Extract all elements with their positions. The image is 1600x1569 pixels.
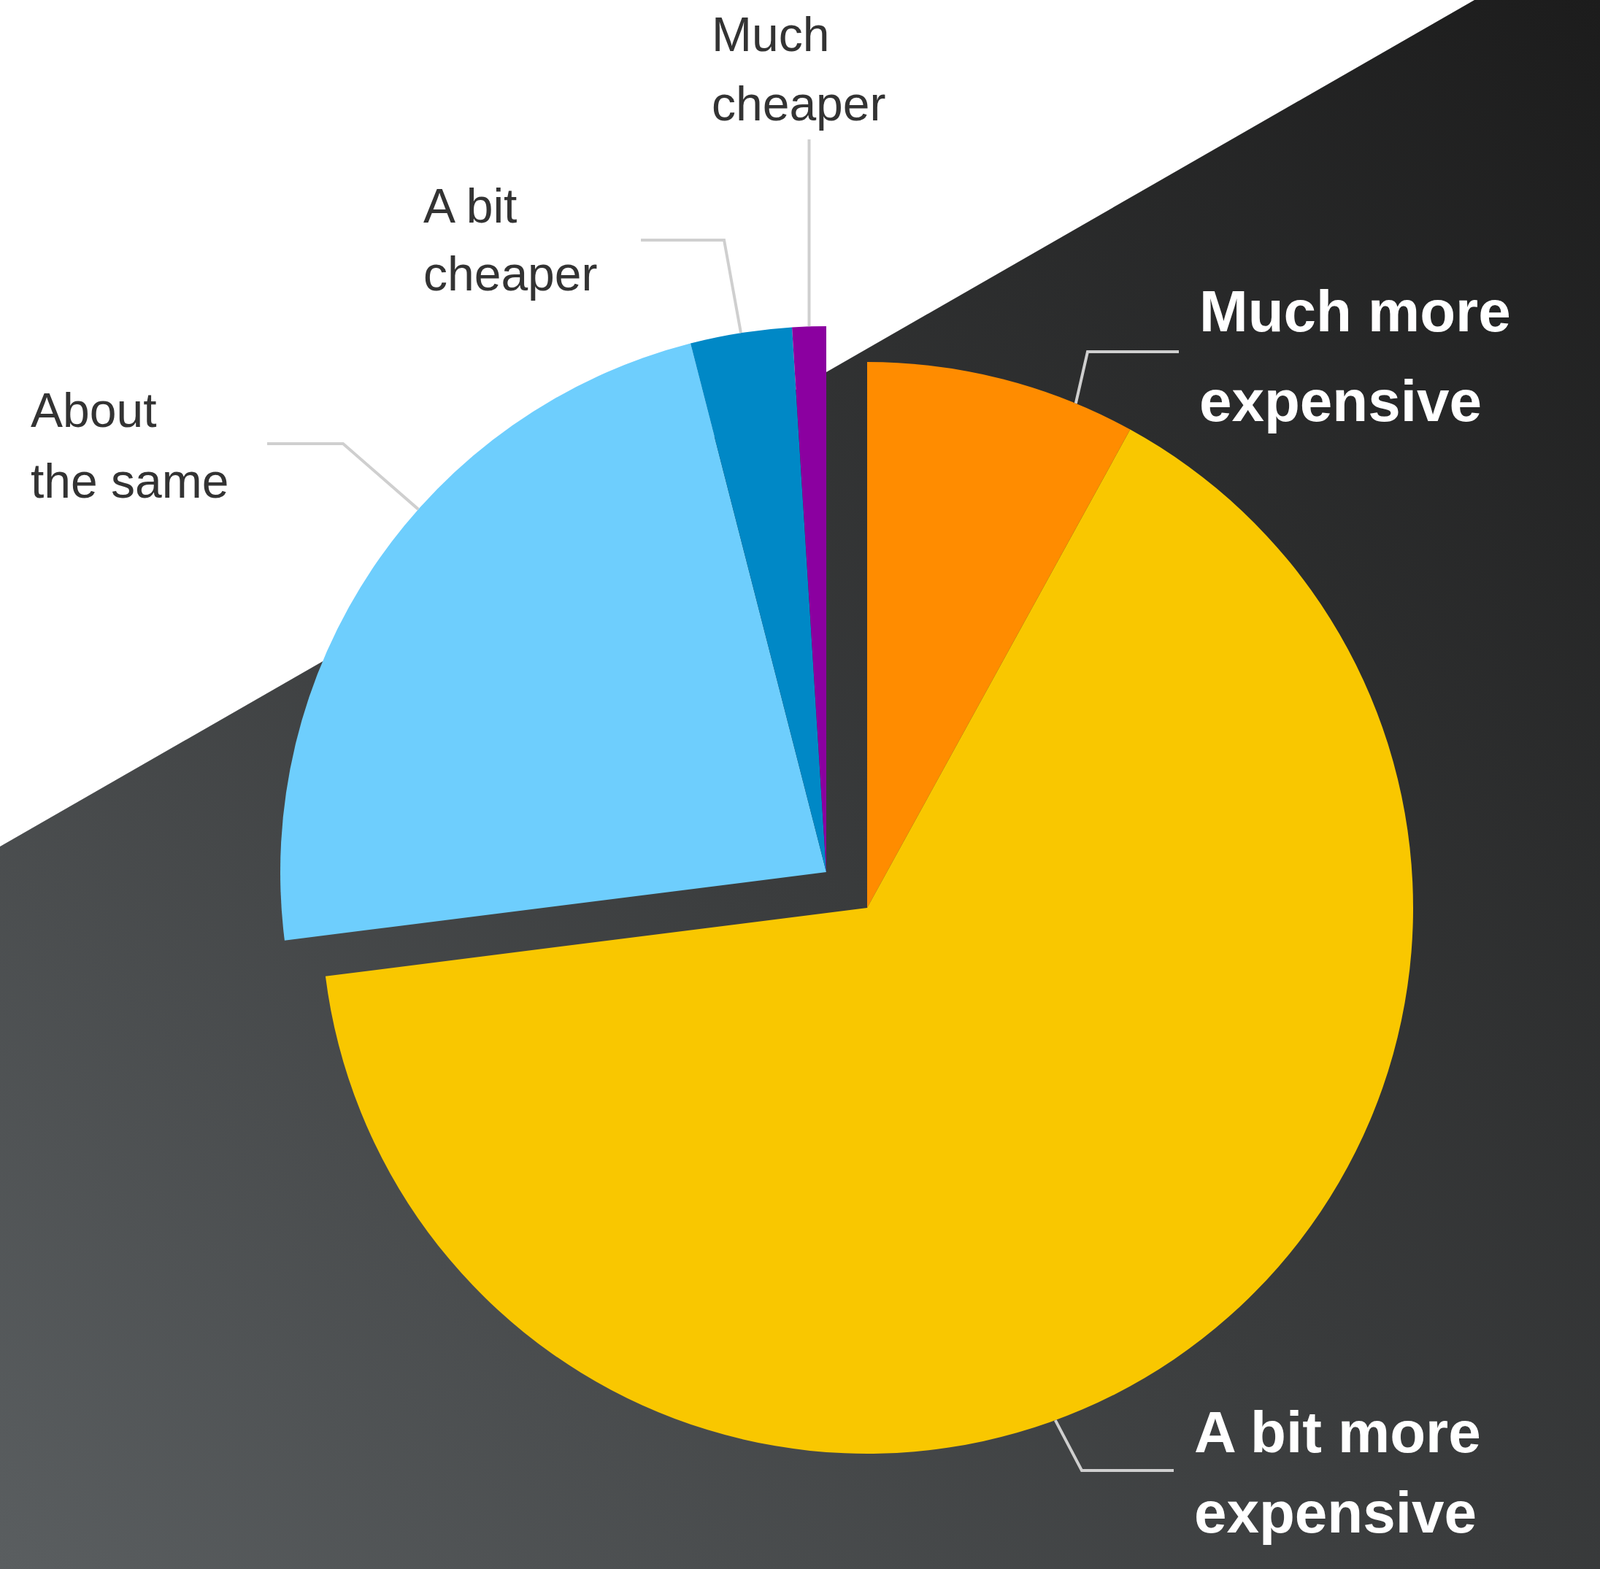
leader-line	[267, 443, 419, 510]
pie-slice	[791, 326, 827, 873]
slice-label-line: the same	[30, 454, 229, 509]
slice-label-line: A bit	[423, 178, 517, 233]
leader-lines	[267, 139, 1179, 1471]
labels: Much more expensive A bit more expensive Abo…	[30, 7, 1511, 1546]
slice-label: A bit more expensive	[1194, 1400, 1482, 1546]
background-photo	[0, 0, 1600, 1569]
leader-line	[1075, 351, 1179, 404]
slice-label-line: expensive	[1194, 1480, 1477, 1546]
slice-label-line: cheaper	[423, 246, 598, 301]
slice-label: Much cheaper	[711, 7, 887, 131]
leader-line	[808, 139, 811, 327]
slice-label-line: Much	[711, 7, 830, 62]
slice-label-line: About	[30, 383, 157, 438]
slice-label-line: Much more	[1199, 278, 1511, 344]
chart-svg: Much more expensive A bit more expensive Abo…	[0, 0, 1600, 1569]
slice-label-line: A bit more	[1194, 1400, 1482, 1465]
slice-label-line: cheaper	[711, 76, 887, 131]
background	[0, 0, 1600, 1569]
leader-line	[1055, 1420, 1174, 1471]
slice-label: About the same	[30, 383, 229, 509]
slice-label: Much more expensive	[1199, 278, 1511, 434]
leader-line	[640, 240, 741, 333]
pie	[280, 326, 1414, 1455]
slice-label-line: expensive	[1199, 368, 1482, 434]
slice-label: A bit cheaper	[423, 178, 598, 301]
